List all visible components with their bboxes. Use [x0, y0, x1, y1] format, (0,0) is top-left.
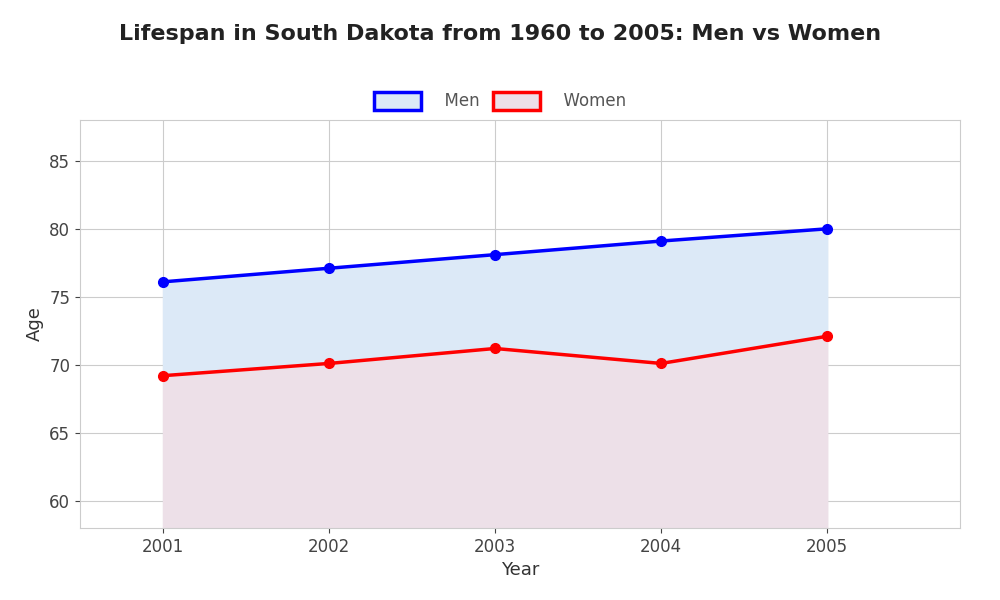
Legend:   Men,   Women: Men, Women: [366, 83, 634, 119]
Text: Lifespan in South Dakota from 1960 to 2005: Men vs Women: Lifespan in South Dakota from 1960 to 20…: [119, 24, 881, 44]
X-axis label: Year: Year: [501, 561, 539, 579]
Y-axis label: Age: Age: [26, 307, 44, 341]
